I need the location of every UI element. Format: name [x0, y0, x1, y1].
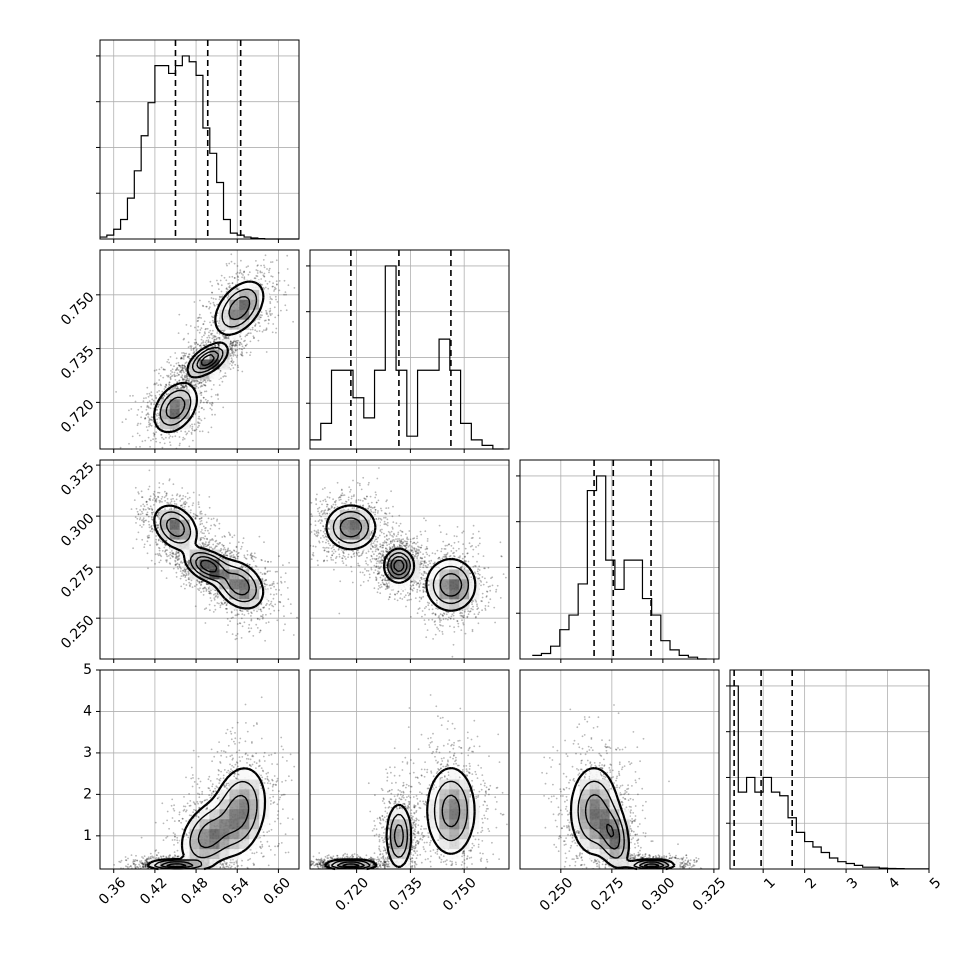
hist-panel-p3: 1 2 3 4 5 [726, 669, 945, 893]
y-tick-label: 0.720 [58, 397, 98, 437]
density-contour [325, 504, 477, 612]
density-contour [165, 517, 250, 596]
x-tick-label: 0.300 [639, 875, 679, 915]
density-contour [569, 767, 676, 871]
x-tick-label: 0.250 [537, 875, 577, 915]
axes-frame [99, 459, 300, 660]
axes-frame [309, 249, 510, 450]
histogram-step [100, 55, 299, 240]
axes-frame [309, 459, 510, 660]
scatter-panel-p0-p2: 0.250 0.275 0.300 0.325 [58, 459, 300, 663]
axes-frame [99, 39, 300, 240]
density-contour [153, 280, 265, 434]
hist-panel-p2 [516, 459, 720, 663]
x-tick-label: 0.735 [386, 875, 426, 915]
x-tick-label: 0.42 [137, 875, 170, 908]
axes-frame [99, 669, 300, 870]
x-tick-label: 0.720 [333, 875, 373, 915]
x-tick-label: 0.325 [690, 875, 730, 915]
y-tick-label: 0.735 [58, 343, 98, 383]
density-contour [159, 288, 258, 426]
density-contour [153, 780, 258, 870]
density-contour [606, 823, 660, 868]
y-tick-label: 5 [83, 662, 92, 678]
x-tick-label: 0.36 [96, 875, 129, 908]
density-contour [166, 863, 187, 868]
x-tick-label: 4 [885, 875, 903, 893]
y-tick-label: 0.750 [58, 289, 98, 329]
axes-frame [729, 669, 930, 870]
y-tick-label: 3 [83, 745, 92, 761]
density-contour [159, 511, 257, 603]
density-contour [165, 296, 251, 419]
density-contour [336, 794, 461, 869]
density-contour [146, 767, 267, 871]
density-contour [160, 794, 250, 869]
x-tick-label: 5 [927, 875, 945, 893]
y-tick-label: 2 [83, 786, 92, 802]
x-tick-label: 0.54 [219, 875, 252, 908]
scatter-panel-p2-p3: 0.250 0.275 0.300 0.325 [519, 669, 730, 915]
density-contour [153, 504, 265, 610]
axes-frame [99, 249, 300, 450]
hist-panel-p1 [306, 249, 510, 453]
scatter-panel-p0-p1: 0.720 0.735 0.750 [58, 249, 300, 453]
y-tick-label: 4 [83, 703, 92, 719]
x-tick-label: 0.750 [440, 875, 480, 915]
histogram-step [532, 475, 707, 660]
density-contour [393, 559, 405, 572]
density-contour [342, 863, 360, 868]
x-tick-label: 3 [844, 875, 862, 893]
density-contour [332, 511, 470, 605]
density-contour [339, 517, 463, 597]
y-tick-label: 1 [83, 828, 92, 844]
density-contour [584, 794, 665, 869]
density-contour [330, 780, 468, 870]
x-tick-label: 0.275 [588, 875, 628, 915]
histogram-step [730, 685, 929, 870]
scatter-panel-p0-p3: 0.36 0.42 0.48 0.54 0.60 1 2 3 4 5 [83, 662, 300, 908]
axes-frame [519, 459, 720, 660]
density-contour [199, 559, 218, 573]
histogram-step [310, 265, 504, 450]
density-contour [324, 767, 476, 871]
density-contour [577, 780, 670, 870]
x-tick-label: 0.48 [178, 875, 211, 908]
axes-frame [519, 669, 720, 870]
y-tick-label: 0.250 [58, 613, 98, 653]
y-tick-label: 0.300 [58, 510, 98, 550]
density-shading [329, 509, 480, 610]
hist-panel-p0 [96, 39, 300, 243]
y-tick-label: 0.275 [58, 561, 98, 601]
scatter-panel-p1-p2 [309, 459, 510, 663]
axes-frame [309, 669, 510, 870]
x-tick-label: 1 [761, 875, 779, 893]
y-tick-label: 0.325 [58, 459, 98, 499]
x-tick-label: 0.60 [261, 875, 294, 908]
scatter-panel-p1-p3: 0.720 0.735 0.750 [309, 669, 510, 915]
x-tick-label: 2 [803, 875, 821, 893]
density-contour [200, 353, 215, 367]
